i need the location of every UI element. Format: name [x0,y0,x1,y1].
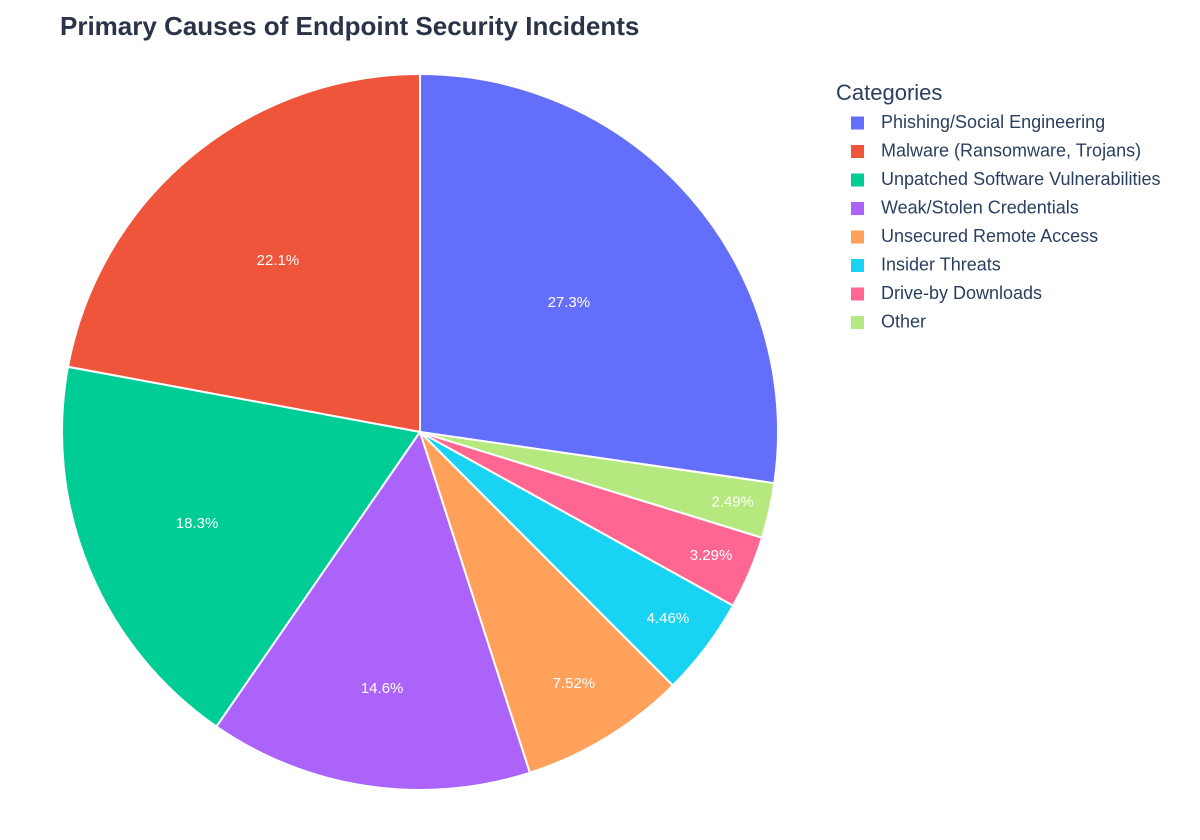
legend-text: Other [881,311,926,331]
legend-text: Unpatched Software Vulnerabilities [881,169,1161,189]
slice-label: 14.6% [361,680,404,697]
slice-label: 18.3% [176,515,219,532]
pie-slice [215,429,532,791]
pie-slice [419,431,776,539]
legend-text: Phishing/Social Engineering [881,112,1105,132]
slice-label: 22.1% [257,252,300,269]
legend-text: Malware (Ransomware, Trojans) [881,140,1141,160]
pie-slice [419,431,675,774]
legend-text: Unsecured Remote Access [881,226,1098,246]
legend-text: Drive-by Downloads [881,283,1042,303]
pie-slice [419,72,779,485]
pie-slice [61,365,422,728]
legend-swatch [851,230,864,244]
pie-slice [66,72,421,434]
slice-label: 7.52% [553,675,596,692]
slice-label: 27.3% [548,294,591,311]
legend-swatch [851,287,864,301]
slice-label: 3.29% [690,547,733,564]
legend-title: Categories [836,80,942,105]
slice-label: 2.49% [711,493,754,510]
legend-swatch [851,173,864,187]
legend-text: Weak/Stolen Credentials [881,197,1079,217]
legend-swatch [851,316,864,329]
slice-label: 4.46% [647,610,690,627]
legend-swatch [851,145,864,158]
chart-title: Primary Causes of Endpoint Security Inci… [60,11,639,41]
legend-swatch [851,202,864,215]
legend-text: Insider Threats [881,254,1001,274]
legend-swatch [851,259,864,272]
legend-swatch [851,116,864,130]
